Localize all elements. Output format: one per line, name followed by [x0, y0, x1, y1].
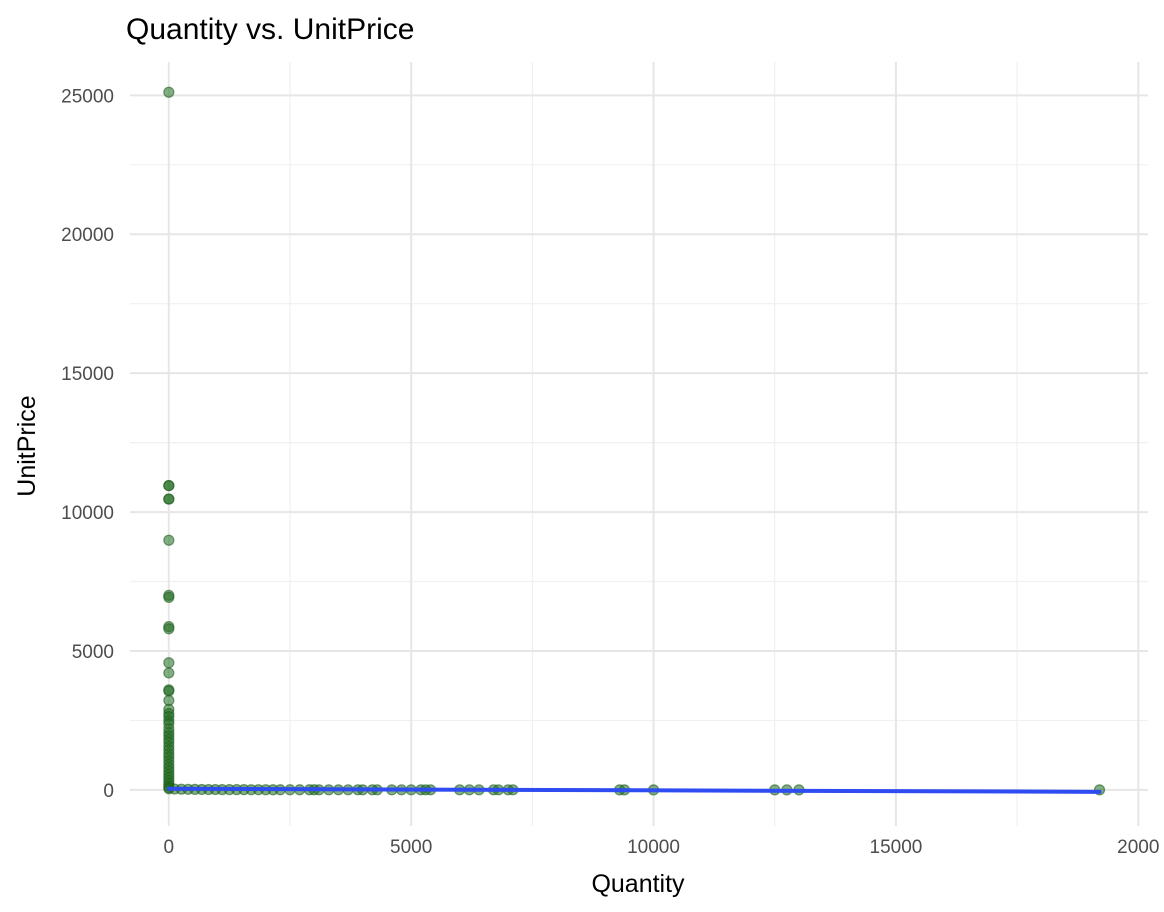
x-tick-label: 2000 — [1117, 837, 1159, 858]
y-tick-label: 25000 — [61, 86, 114, 107]
data-point — [163, 479, 175, 492]
tick-layer: 0 5000 10000 15000 2000050001000015000200002… — [61, 86, 1159, 858]
data-point — [163, 685, 175, 697]
data-point — [163, 657, 175, 669]
x-tick-label: 5000 — [390, 837, 432, 858]
y-tick-label: 5000 — [72, 642, 114, 663]
y-tick-label: 15000 — [61, 364, 114, 385]
x-axis-title: Quantity — [591, 870, 685, 898]
data-point — [163, 623, 175, 635]
chart-title: Quantity vs. UnitPrice — [126, 13, 414, 46]
grid-layer — [130, 62, 1148, 826]
x-tick-label: 15000 — [870, 837, 923, 858]
x-tick-label: 10000 — [627, 837, 680, 858]
data-point — [163, 591, 175, 603]
point-layer — [163, 86, 1106, 796]
y-tick-label: 20000 — [61, 225, 114, 246]
trend-line — [166, 786, 1102, 794]
y-tick-label: 10000 — [61, 503, 114, 524]
data-point — [163, 534, 175, 546]
data-point — [163, 667, 175, 679]
trend-layer — [166, 786, 1102, 794]
y-tick-label: 0 — [103, 781, 114, 802]
data-point — [163, 493, 175, 505]
y-axis-title: UnitPrice — [13, 395, 41, 496]
x-tick-label: 0 — [163, 837, 174, 858]
data-point — [163, 86, 175, 98]
